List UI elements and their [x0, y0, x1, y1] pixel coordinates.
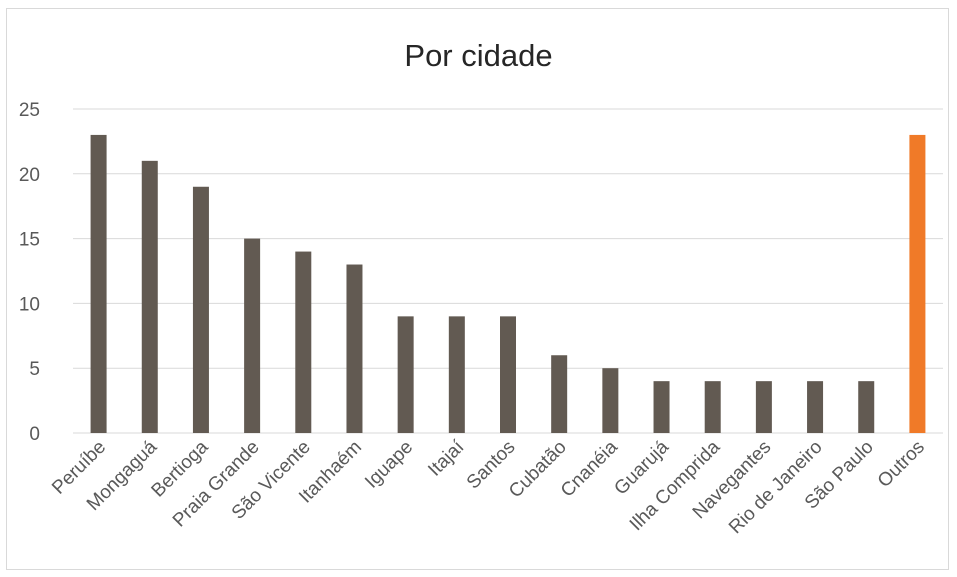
y-tick-label: 20: [19, 165, 40, 186]
y-tick-label: 15: [19, 230, 40, 251]
y-tick-label: 0: [29, 424, 40, 445]
y-tick-label: 25: [19, 100, 40, 121]
y-tick-label: 10: [19, 294, 40, 315]
y-axis-ticks: 0 5 10 15 20 25: [19, 100, 40, 445]
x-tick-label: Ilha Comprida: [626, 436, 725, 535]
bar-2: [192, 186, 209, 433]
bar-6: [397, 316, 414, 433]
bar-3: [244, 238, 261, 433]
bar-10: [602, 368, 619, 433]
chart-title: Por cidade: [404, 38, 553, 73]
x-tick-label: Cubatão: [505, 437, 571, 503]
bar-14: [807, 381, 824, 433]
bar-0: [90, 134, 107, 434]
bar-4: [295, 251, 312, 433]
x-tick-label: Itajaí: [424, 436, 468, 480]
x-tick-label: Iguape: [361, 437, 417, 493]
bar-5: [346, 264, 363, 433]
bar-1: [141, 160, 158, 433]
bar-15: [858, 381, 875, 433]
x-tick-label: Cnanéia: [557, 436, 622, 501]
bar-7: [448, 316, 465, 433]
bar-11: [653, 381, 670, 433]
bar-12: [704, 381, 721, 433]
bars: [90, 134, 926, 434]
bar-9: [551, 355, 568, 433]
x-tick-label: Outros: [874, 437, 929, 492]
bar-8: [500, 316, 516, 433]
bar-16: [909, 134, 926, 434]
y-tick-label: 5: [29, 359, 40, 380]
bar-13: [755, 381, 772, 433]
chart-area: [6, 8, 949, 570]
